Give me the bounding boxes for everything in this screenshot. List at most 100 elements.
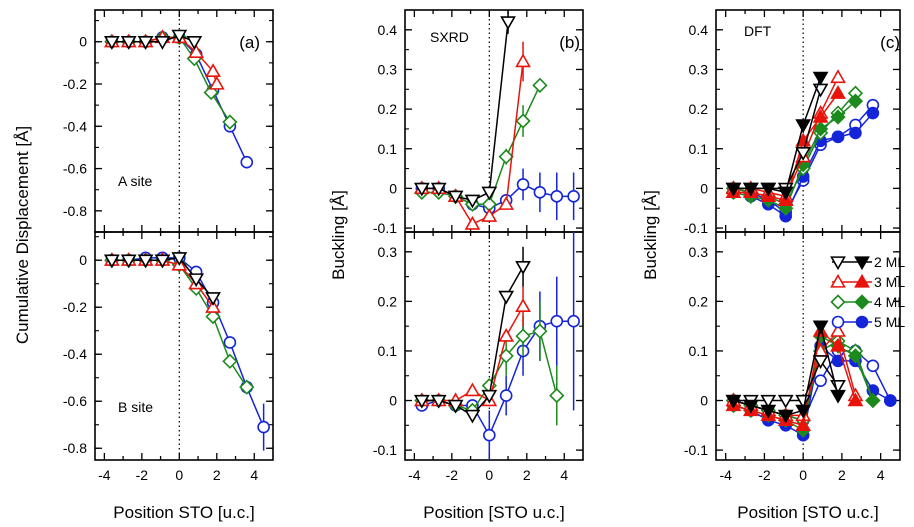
y-tick-label: -0.2 bbox=[63, 76, 87, 92]
series-2ml-point bbox=[103, 36, 120, 50]
series-2ml-point bbox=[464, 409, 481, 424]
legend-marker-open bbox=[830, 294, 846, 310]
series-5ml-point bbox=[240, 155, 254, 169]
series-2ml-open-point bbox=[777, 394, 794, 409]
y-tick-label: -0.4 bbox=[63, 118, 87, 134]
series-3ml-point bbox=[481, 208, 498, 222]
series-5ml-point bbox=[483, 428, 496, 442]
series-3ml-solid-point bbox=[847, 392, 864, 407]
y-tick-label: 0.1 bbox=[378, 141, 398, 157]
x-tick-label: -4 bbox=[719, 467, 732, 483]
series-4ml-point bbox=[222, 353, 238, 369]
y-tick-label: 0.3 bbox=[689, 61, 709, 77]
y-tick-label: -0.8 bbox=[63, 203, 87, 219]
series-2ml-point bbox=[447, 399, 464, 414]
series-2ml-point bbox=[498, 290, 515, 305]
series-2ml-point bbox=[154, 254, 171, 269]
series-3ml-open-point bbox=[830, 323, 846, 337]
series-3ml-point bbox=[205, 299, 221, 313]
series-2ml-point bbox=[481, 389, 498, 404]
y-tick-label: -0.1 bbox=[373, 442, 397, 458]
y-tick-label: 0.2 bbox=[689, 101, 709, 117]
y-tick-label: 0 bbox=[389, 393, 397, 409]
series-2ml-solid-point bbox=[760, 182, 777, 197]
series-2ml-point bbox=[120, 36, 137, 50]
x-tick-label: -2 bbox=[758, 467, 771, 483]
series-2ml-point bbox=[186, 36, 203, 50]
y-axis-title: Cumulative Displacement [Å] bbox=[13, 126, 32, 344]
x-tick-label: 2 bbox=[523, 467, 531, 483]
y-tick-label: -0.4 bbox=[63, 346, 87, 362]
series-4ml-point bbox=[515, 328, 531, 344]
series-2ml-point bbox=[430, 394, 447, 409]
series-3ml-point bbox=[208, 75, 225, 90]
y-tick-label: -0.1 bbox=[684, 220, 708, 236]
series-2ml-point bbox=[481, 186, 498, 201]
series-2ml-open-point bbox=[795, 147, 812, 161]
series-5ml-point bbox=[567, 314, 580, 328]
series-2ml-point bbox=[447, 190, 464, 205]
y-tick-label: 0.4 bbox=[689, 22, 709, 38]
series-5ml-point bbox=[550, 314, 564, 328]
panel-label: (c) bbox=[880, 33, 900, 52]
y-tick-label: 0 bbox=[79, 34, 87, 50]
x-tick-label: 4 bbox=[250, 467, 258, 483]
panel-annotation: SXRD bbox=[430, 29, 469, 45]
series-4ml-solid-point bbox=[812, 121, 829, 137]
series-5ml-solid-point bbox=[866, 106, 880, 120]
legend-marker-open bbox=[830, 256, 846, 271]
y-tick-label: 0.3 bbox=[378, 244, 398, 260]
series-2ml-solid-point bbox=[812, 320, 829, 335]
series-5ml-point bbox=[223, 336, 237, 349]
y-tick-label: 0 bbox=[700, 393, 708, 409]
series-2ml-point bbox=[205, 292, 221, 306]
series-5ml-solid-point bbox=[831, 130, 845, 144]
series-5ml-solid-point bbox=[884, 394, 897, 407]
y-tick-label: 0.3 bbox=[689, 244, 709, 260]
series-2ml-solid-point bbox=[760, 404, 777, 419]
y-axis-title: Buckling [Å] bbox=[329, 190, 348, 280]
x-tick-label: 4 bbox=[877, 467, 885, 483]
series-2ml-point bbox=[120, 254, 137, 269]
series-3ml-point bbox=[515, 53, 531, 68]
series-4ml-line bbox=[111, 36, 231, 123]
series-4ml-point bbox=[222, 114, 238, 130]
series-2ml-point bbox=[154, 36, 171, 50]
series-2ml-solid-point bbox=[742, 182, 759, 197]
y-tick-label: 0 bbox=[389, 180, 397, 196]
y-tick-label: -0.8 bbox=[63, 440, 87, 456]
x-axis-title: Position [STO u.c.] bbox=[423, 503, 564, 522]
series-2ml-solid-point bbox=[777, 409, 794, 424]
series-2ml-solid-point bbox=[742, 399, 759, 414]
series-3ml-solid-point bbox=[795, 417, 812, 431]
y-tick-label: -0.1 bbox=[684, 442, 708, 458]
series-4ml-solid-point bbox=[865, 392, 881, 409]
series-4ml-point bbox=[532, 323, 548, 339]
series-5ml-open-point bbox=[814, 374, 827, 387]
y-tick-label: -0.1 bbox=[373, 220, 397, 236]
series-2ml-point bbox=[171, 252, 188, 266]
y-tick-label: 0 bbox=[700, 180, 708, 196]
series-3ml-solid-point bbox=[830, 85, 846, 99]
x-tick-label: 2 bbox=[838, 467, 846, 483]
y-tick-label: 0.2 bbox=[689, 293, 709, 309]
series-2ml-open-point bbox=[812, 355, 829, 369]
series-3ml-point bbox=[464, 382, 481, 397]
series-3ml-open-point bbox=[830, 69, 846, 84]
series-3ml-point bbox=[498, 196, 515, 210]
y-tick-label: 0.1 bbox=[689, 343, 709, 359]
series-2ml-solid-point bbox=[725, 394, 742, 409]
series-5ml-point bbox=[533, 186, 547, 199]
legend-label: 3 ML bbox=[874, 274, 905, 290]
series-2ml-point bbox=[430, 182, 447, 197]
plot-frame-a-bottom bbox=[94, 231, 274, 461]
x-axis-title: Position STO [u.c.] bbox=[113, 503, 254, 522]
y-tick-label: 0.1 bbox=[378, 343, 398, 359]
legend-label: 5 ML bbox=[874, 314, 905, 330]
series-5ml-solid-point bbox=[849, 126, 862, 140]
legend-label: 4 ML bbox=[874, 294, 905, 310]
series-2ml-line bbox=[421, 21, 509, 202]
series-3ml-point bbox=[205, 63, 221, 77]
legend-marker-open bbox=[830, 273, 846, 288]
series-2ml-open-point bbox=[795, 394, 812, 409]
